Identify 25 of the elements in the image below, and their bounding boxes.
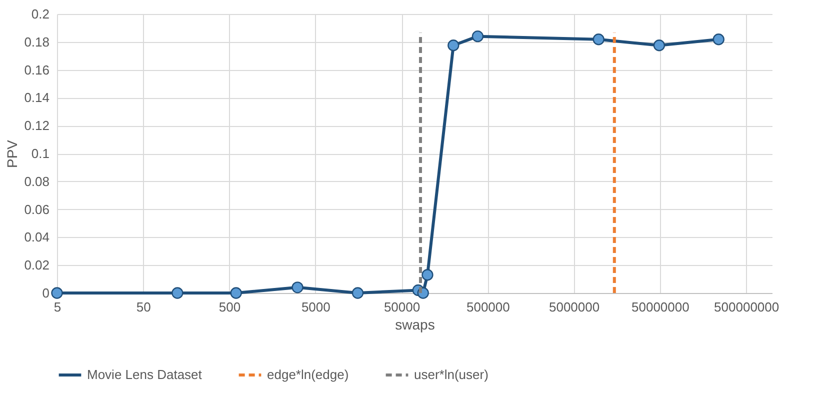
- x-tick-label: 500000: [466, 300, 510, 314]
- y-tick-label: 0.08: [24, 174, 50, 189]
- y-tick-label: 0.06: [24, 202, 50, 217]
- x-tick-label: 50000: [384, 300, 420, 314]
- y-tick-label: 0: [42, 286, 50, 300]
- y-tick-label: 0.14: [24, 90, 50, 106]
- y-tick-label: 0.12: [24, 118, 50, 134]
- y-tick-label: 0.04: [24, 230, 50, 245]
- legend-label: user*ln(user): [414, 367, 488, 382]
- x-tick-label: 50000000: [632, 300, 690, 314]
- x-tick-label: 5000000: [548, 300, 600, 314]
- y-tick-label: 0.1: [31, 146, 50, 161]
- x-tick-label: 5: [54, 300, 62, 314]
- y-tick-label: 0.02: [24, 258, 50, 273]
- y-tick-label: 0.18: [24, 34, 50, 50]
- y-tick-label: 0.2: [31, 6, 50, 22]
- x-tick-label: 50: [136, 300, 151, 314]
- x-axis-title: swaps: [395, 316, 435, 332]
- legend-label: edge*ln(edge): [267, 367, 349, 382]
- x-tick-label: 5000: [301, 300, 330, 314]
- y-tick-label: 0.16: [24, 62, 50, 78]
- legend-label: Movie Lens Dataset: [87, 367, 202, 382]
- x-tick-label: 500000000: [714, 300, 780, 314]
- y-axis-title: PPV: [4, 139, 20, 168]
- x-tick-label: 500: [218, 300, 241, 314]
